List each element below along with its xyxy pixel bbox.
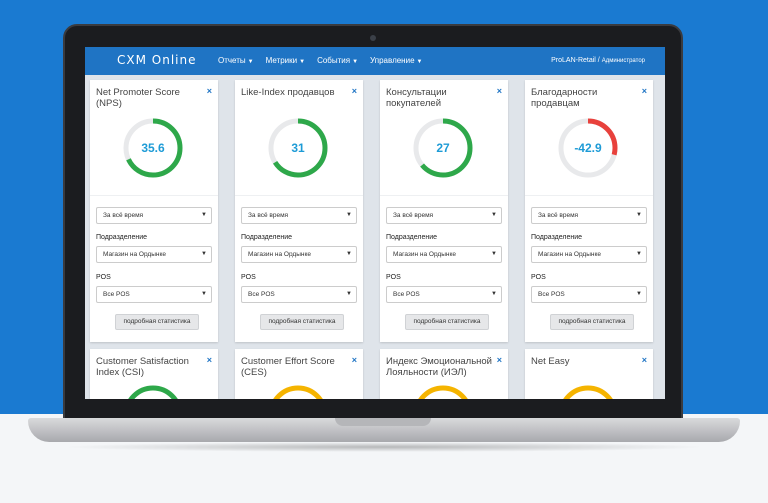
period-select[interactable]: За всё время ▼ [241, 207, 357, 224]
close-icon[interactable]: × [641, 86, 647, 96]
close-icon[interactable]: × [351, 355, 357, 365]
dropdown-arrow-icon: ▼ [201, 212, 207, 218]
gauge-chart: 27 [410, 115, 476, 181]
details-button[interactable]: подробная статистика [550, 314, 634, 330]
caret-down-icon: ▼ [352, 59, 359, 65]
gauge-chart [410, 382, 476, 399]
dropdown-arrow-icon: ▼ [201, 251, 207, 257]
nav-reports[interactable]: Отчеты ▼ [218, 56, 254, 65]
user-role: Администратор [601, 58, 645, 64]
caret-down-icon: ▼ [416, 59, 423, 65]
card-title: Customer Satisfaction Index (CSI) [96, 356, 189, 378]
gauge-chart [120, 382, 186, 399]
gauge-chart [555, 382, 621, 399]
divider [235, 195, 363, 196]
pos-label: POS [241, 274, 256, 281]
camera-icon [370, 35, 376, 41]
laptop-screen: CXM Online Отчеты ▼ Метрики ▼ События ▼ Упр… [85, 47, 665, 399]
pos-label: POS [386, 274, 401, 281]
period-select[interactable]: За всё время ▼ [96, 207, 212, 224]
dropdown-arrow-icon: ▼ [346, 212, 352, 218]
pos-label: POS [96, 274, 111, 281]
metric-card: Net Easy × [525, 349, 653, 399]
period-select[interactable]: За всё время ▼ [531, 207, 647, 224]
nav-metrics[interactable]: Метрики ▼ [265, 56, 306, 65]
top-navbar: CXM Online Отчеты ▼ Метрики ▼ События ▼ Упр… [85, 47, 665, 75]
divider [525, 195, 653, 196]
dept-select[interactable]: Магазин на Ордынке ▼ [386, 246, 502, 263]
card-title: Customer Effort Score (CES) [241, 356, 335, 378]
dropdown-arrow-icon: ▼ [491, 212, 497, 218]
close-icon[interactable]: × [496, 355, 502, 365]
gauge-value: 31 [291, 141, 305, 155]
gauge-chart: 35.6 [120, 115, 186, 181]
dept-label: Подразделение [386, 234, 438, 241]
dept-label: Подразделение [96, 234, 148, 241]
close-icon[interactable]: × [351, 86, 357, 96]
dropdown-arrow-icon: ▼ [346, 291, 352, 297]
gauge-chart: 31 [265, 115, 331, 181]
gauge-value: 27 [436, 141, 450, 155]
card-title: Индекс Эмоциональной Лояльности (ИЭЛ) [386, 356, 492, 378]
nav-menu: Отчеты ▼ Метрики ▼ События ▼ Управление ▼ [218, 56, 422, 65]
metric-card: Like-Index продавцов × 31 За всё время ▼ … [235, 80, 363, 342]
dept-select[interactable]: Магазин на Ордынке ▼ [241, 246, 357, 263]
app-logo[interactable]: CXM Online [117, 53, 197, 67]
gauge-chart [265, 382, 331, 399]
details-button[interactable]: подробная статистика [405, 314, 489, 330]
dropdown-arrow-icon: ▼ [201, 291, 207, 297]
divider [90, 195, 218, 196]
card-title: Благодарности продавцам [531, 87, 598, 109]
dropdown-arrow-icon: ▼ [636, 291, 642, 297]
dept-label: Подразделение [531, 234, 583, 241]
divider [380, 195, 508, 196]
card-title: Консультации покупателей [386, 87, 447, 109]
metric-card: Благодарности продавцам × -42.9 За всё в… [525, 80, 653, 342]
pos-select[interactable]: Все POS ▼ [386, 286, 502, 303]
period-select[interactable]: За всё время ▼ [386, 207, 502, 224]
caret-down-icon: ▼ [247, 59, 254, 65]
dept-select[interactable]: Магазин на Ордынке ▼ [96, 246, 212, 263]
metric-card: Customer Satisfaction Index (CSI) × [90, 349, 218, 399]
user-org: ProLAN-Retail [551, 57, 596, 64]
gauge-value: 35.6 [141, 141, 165, 155]
metric-card: Net Promoter Score (NPS) × 35.6 За всё в… [90, 80, 218, 342]
dropdown-arrow-icon: ▼ [346, 251, 352, 257]
card-title: Net Easy [531, 356, 570, 367]
laptop-shadow [60, 442, 708, 452]
pos-select[interactable]: Все POS ▼ [531, 286, 647, 303]
metric-card: Консультации покупателей × 27 За всё вре… [380, 80, 508, 342]
gauge-chart: -42.9 [555, 115, 621, 181]
close-icon[interactable]: × [206, 86, 212, 96]
metric-card: Индекс Эмоциональной Лояльности (ИЭЛ) × [380, 349, 508, 399]
metric-card: Customer Effort Score (CES) × [235, 349, 363, 399]
laptop-notch [335, 418, 431, 426]
details-button[interactable]: подробная статистика [115, 314, 199, 330]
close-icon[interactable]: × [496, 86, 502, 96]
close-icon[interactable]: × [641, 355, 647, 365]
card-title: Net Promoter Score (NPS) [96, 87, 180, 109]
dept-select[interactable]: Магазин на Ордынке ▼ [531, 246, 647, 263]
caret-down-icon: ▼ [299, 59, 306, 65]
nav-management[interactable]: Управление ▼ [370, 56, 423, 65]
dropdown-arrow-icon: ▼ [491, 251, 497, 257]
details-button[interactable]: подробная статистика [260, 314, 344, 330]
dropdown-arrow-icon: ▼ [636, 212, 642, 218]
pos-label: POS [531, 274, 546, 281]
dropdown-arrow-icon: ▼ [636, 251, 642, 257]
gauge-value: -42.9 [574, 141, 602, 155]
dropdown-arrow-icon: ▼ [491, 291, 497, 297]
user-menu[interactable]: ProLAN-Retail / Администратор [551, 57, 645, 64]
nav-events[interactable]: События ▼ [317, 56, 359, 65]
pos-select[interactable]: Все POS ▼ [96, 286, 212, 303]
pos-select[interactable]: Все POS ▼ [241, 286, 357, 303]
card-title: Like-Index продавцов [241, 87, 335, 98]
close-icon[interactable]: × [206, 355, 212, 365]
dept-label: Подразделение [241, 234, 293, 241]
